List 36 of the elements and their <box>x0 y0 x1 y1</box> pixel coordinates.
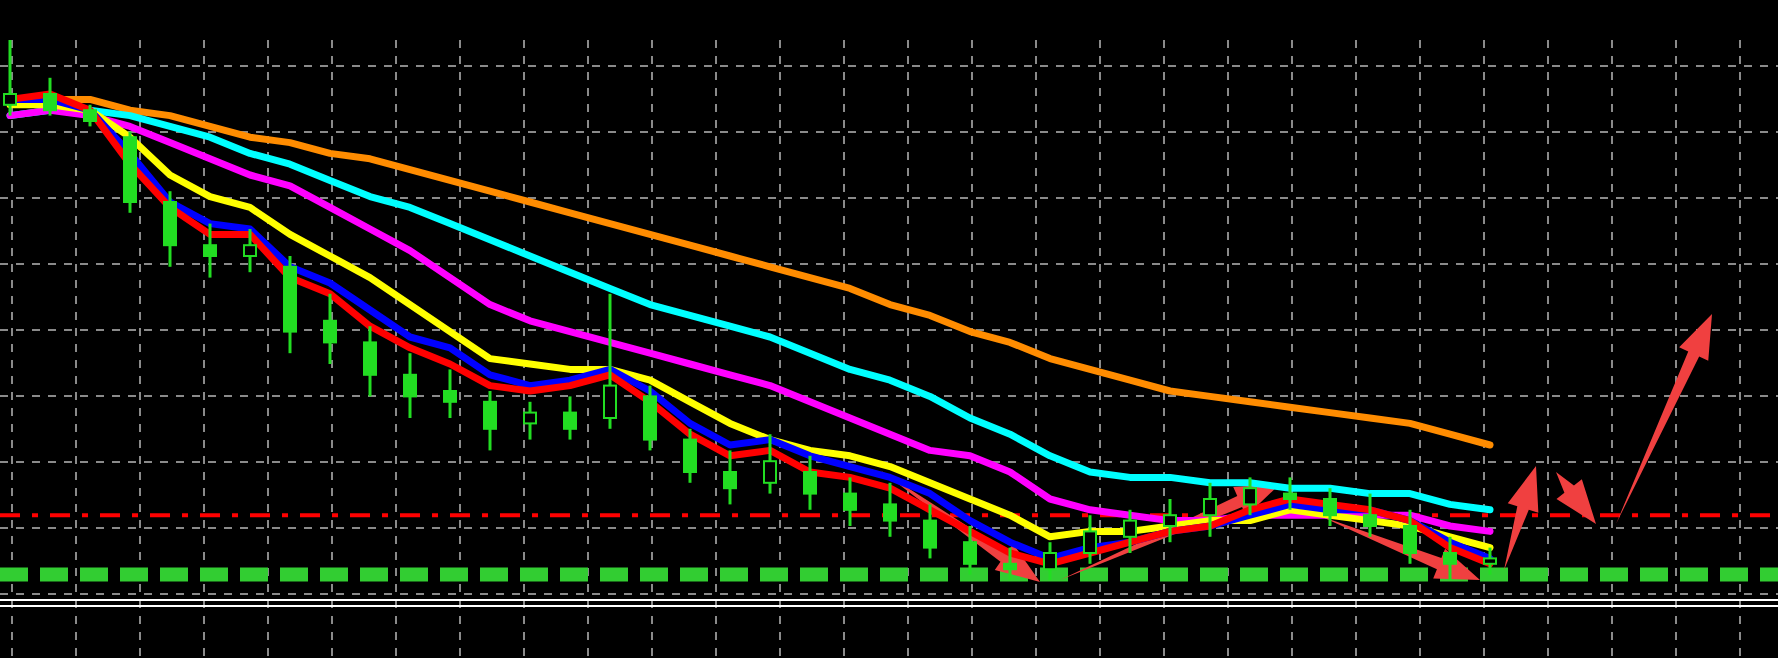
candlestick <box>1083 513 1097 566</box>
candlestick <box>43 76 57 118</box>
candlestick <box>523 400 537 442</box>
candlestick <box>83 103 97 128</box>
candlestick <box>843 475 857 528</box>
candlestick <box>763 432 777 496</box>
candlestick <box>403 351 417 420</box>
candlestick <box>1363 492 1377 539</box>
candlestick <box>163 189 177 269</box>
candlestick <box>1203 481 1217 539</box>
candlestick <box>1483 546 1497 577</box>
candlestick <box>1243 475 1257 517</box>
candlestick <box>443 367 457 420</box>
candlestick <box>1323 486 1337 528</box>
candlestick <box>923 502 937 560</box>
candlestick <box>683 427 697 485</box>
candlestick <box>3 38 17 118</box>
candlestick <box>203 222 217 280</box>
candlestick <box>363 324 377 398</box>
candlestick <box>1123 508 1137 555</box>
candlestick <box>1163 497 1177 544</box>
candlestick <box>243 227 257 274</box>
candlestick <box>1403 508 1417 566</box>
candlestick <box>723 448 737 506</box>
candlestick <box>483 389 497 452</box>
candlestick <box>603 292 617 431</box>
candlestick <box>1003 546 1017 582</box>
candlestick <box>963 524 977 577</box>
candlestick <box>1043 540 1057 582</box>
candlestick <box>563 394 577 442</box>
candlestick <box>803 454 817 512</box>
candlestick <box>643 384 657 452</box>
candlestick <box>1283 475 1297 512</box>
candlestick <box>1443 535 1457 582</box>
candlestick <box>883 481 897 539</box>
candlestick <box>323 292 337 366</box>
